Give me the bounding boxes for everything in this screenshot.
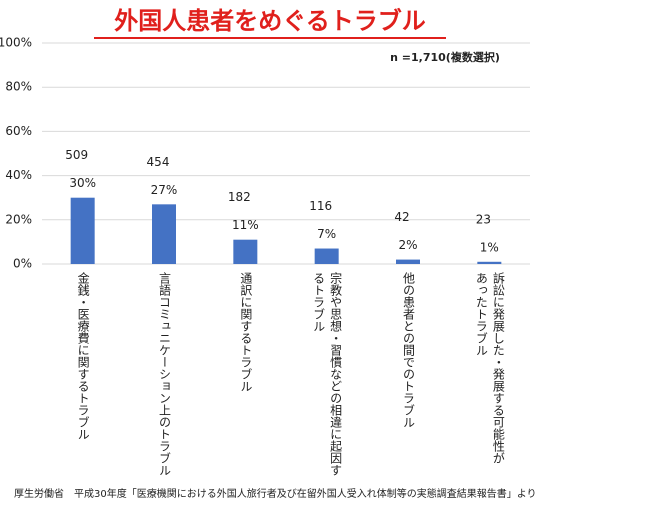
y-tick-label: 0% [13, 257, 32, 271]
x-tick-label: 金銭・医療費に関するトラブル [76, 272, 91, 440]
count-label: 509 [65, 148, 88, 162]
y-tick-label: 20% [5, 212, 32, 226]
y-tick-label: 40% [5, 168, 32, 182]
count-label: 116 [309, 199, 332, 213]
bar [233, 239, 258, 264]
x-tick-label: 通訳に関するトラブル [238, 272, 253, 392]
value-label: 30% [69, 176, 96, 190]
bar [396, 259, 420, 264]
value-label: 27% [151, 183, 178, 197]
bar [152, 204, 176, 264]
y-tick-label: 100% [0, 36, 32, 50]
chart-title: 外国人患者をめぐるトラブル [114, 7, 426, 35]
value-label: 1% [480, 240, 499, 254]
x-tick-label: 他の患者との間でのトラブル [401, 272, 416, 428]
value-label: 11% [232, 218, 259, 232]
value-label: 2% [398, 238, 417, 252]
y-tick-label: 80% [5, 80, 32, 94]
bar [70, 197, 95, 264]
source: 厚生労働省 平成30年度「医療機関における外国人旅行者及び在留外国人受入れ体制等… [14, 487, 537, 500]
count-label: 182 [228, 190, 251, 204]
annotation: n =1,710(複数選択) [390, 50, 500, 64]
x-tick-label: 宗教や思想・習慣などの相違に起因す るトラブル [311, 272, 343, 476]
x-tick-label: 言語コミュニケーション上のトラブル [157, 272, 172, 476]
y-tick-label: 60% [5, 124, 32, 138]
count-label: 42 [394, 210, 409, 224]
count-label: 454 [147, 155, 170, 169]
bar [314, 248, 339, 264]
x-tick-label: 訴訟に発展した・発展する可能性が あったトラブル [474, 272, 506, 464]
count-label: 23 [476, 212, 491, 226]
bar [477, 261, 502, 264]
value-label: 7% [317, 227, 336, 241]
